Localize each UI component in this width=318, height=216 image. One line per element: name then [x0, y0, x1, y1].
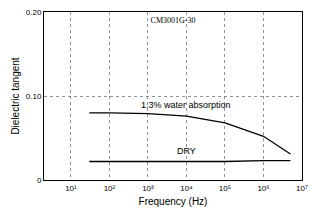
svg-text:0.20: 0.20 [26, 8, 42, 17]
svg-text:0: 0 [37, 176, 42, 185]
svg-text:CM3001G-30: CM3001G-30 [151, 16, 196, 25]
svg-text:10¹: 10¹ [65, 184, 77, 193]
svg-text:10⁵: 10⁵ [219, 184, 231, 193]
svg-text:10²: 10² [104, 184, 116, 193]
svg-text:0.10: 0.10 [26, 92, 42, 101]
svg-text:10⁶: 10⁶ [257, 184, 269, 193]
svg-text:DRY: DRY [177, 146, 196, 156]
svg-text:Frequency (Hz): Frequency (Hz) [139, 196, 208, 207]
svg-text:Dielectric tangent: Dielectric tangent [10, 57, 21, 134]
svg-text:10⁷: 10⁷ [296, 184, 308, 193]
svg-text:10³: 10³ [142, 184, 154, 193]
svg-text:1.3% water absorption: 1.3% water absorption [141, 100, 231, 110]
svg-text:10⁴: 10⁴ [180, 184, 193, 193]
